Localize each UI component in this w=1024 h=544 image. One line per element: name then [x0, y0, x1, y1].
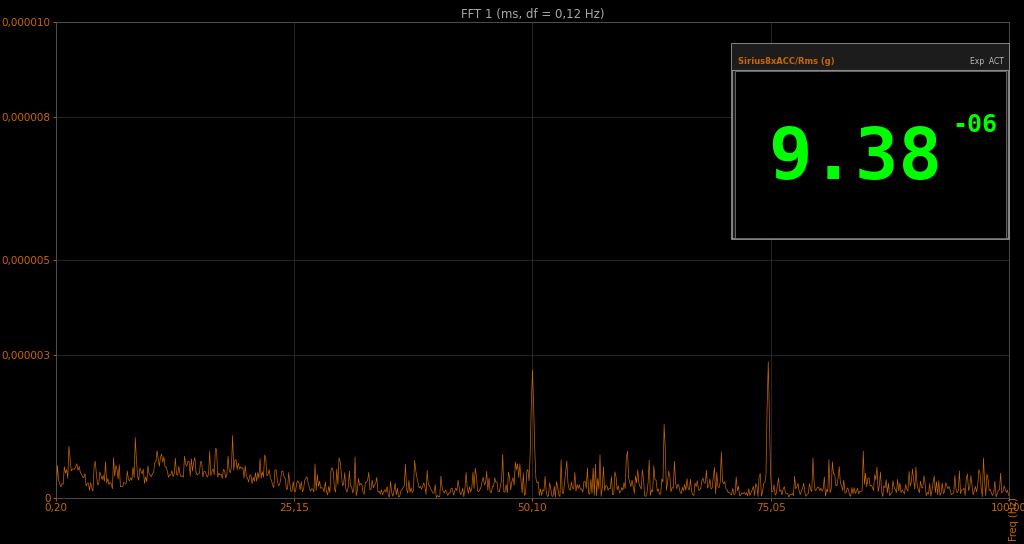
Title: FFT 1 (ms, df = 0,12 Hz): FFT 1 (ms, df = 0,12 Hz) — [461, 8, 604, 21]
Text: Freq (Hz): Freq (Hz) — [1009, 497, 1019, 541]
Text: Sirius8xACC/Rms (g): Sirius8xACC/Rms (g) — [738, 57, 835, 66]
Text: Exp  ACT: Exp ACT — [970, 57, 1004, 66]
Text: 9.38: 9.38 — [768, 126, 942, 194]
Text: -06: -06 — [952, 113, 997, 137]
